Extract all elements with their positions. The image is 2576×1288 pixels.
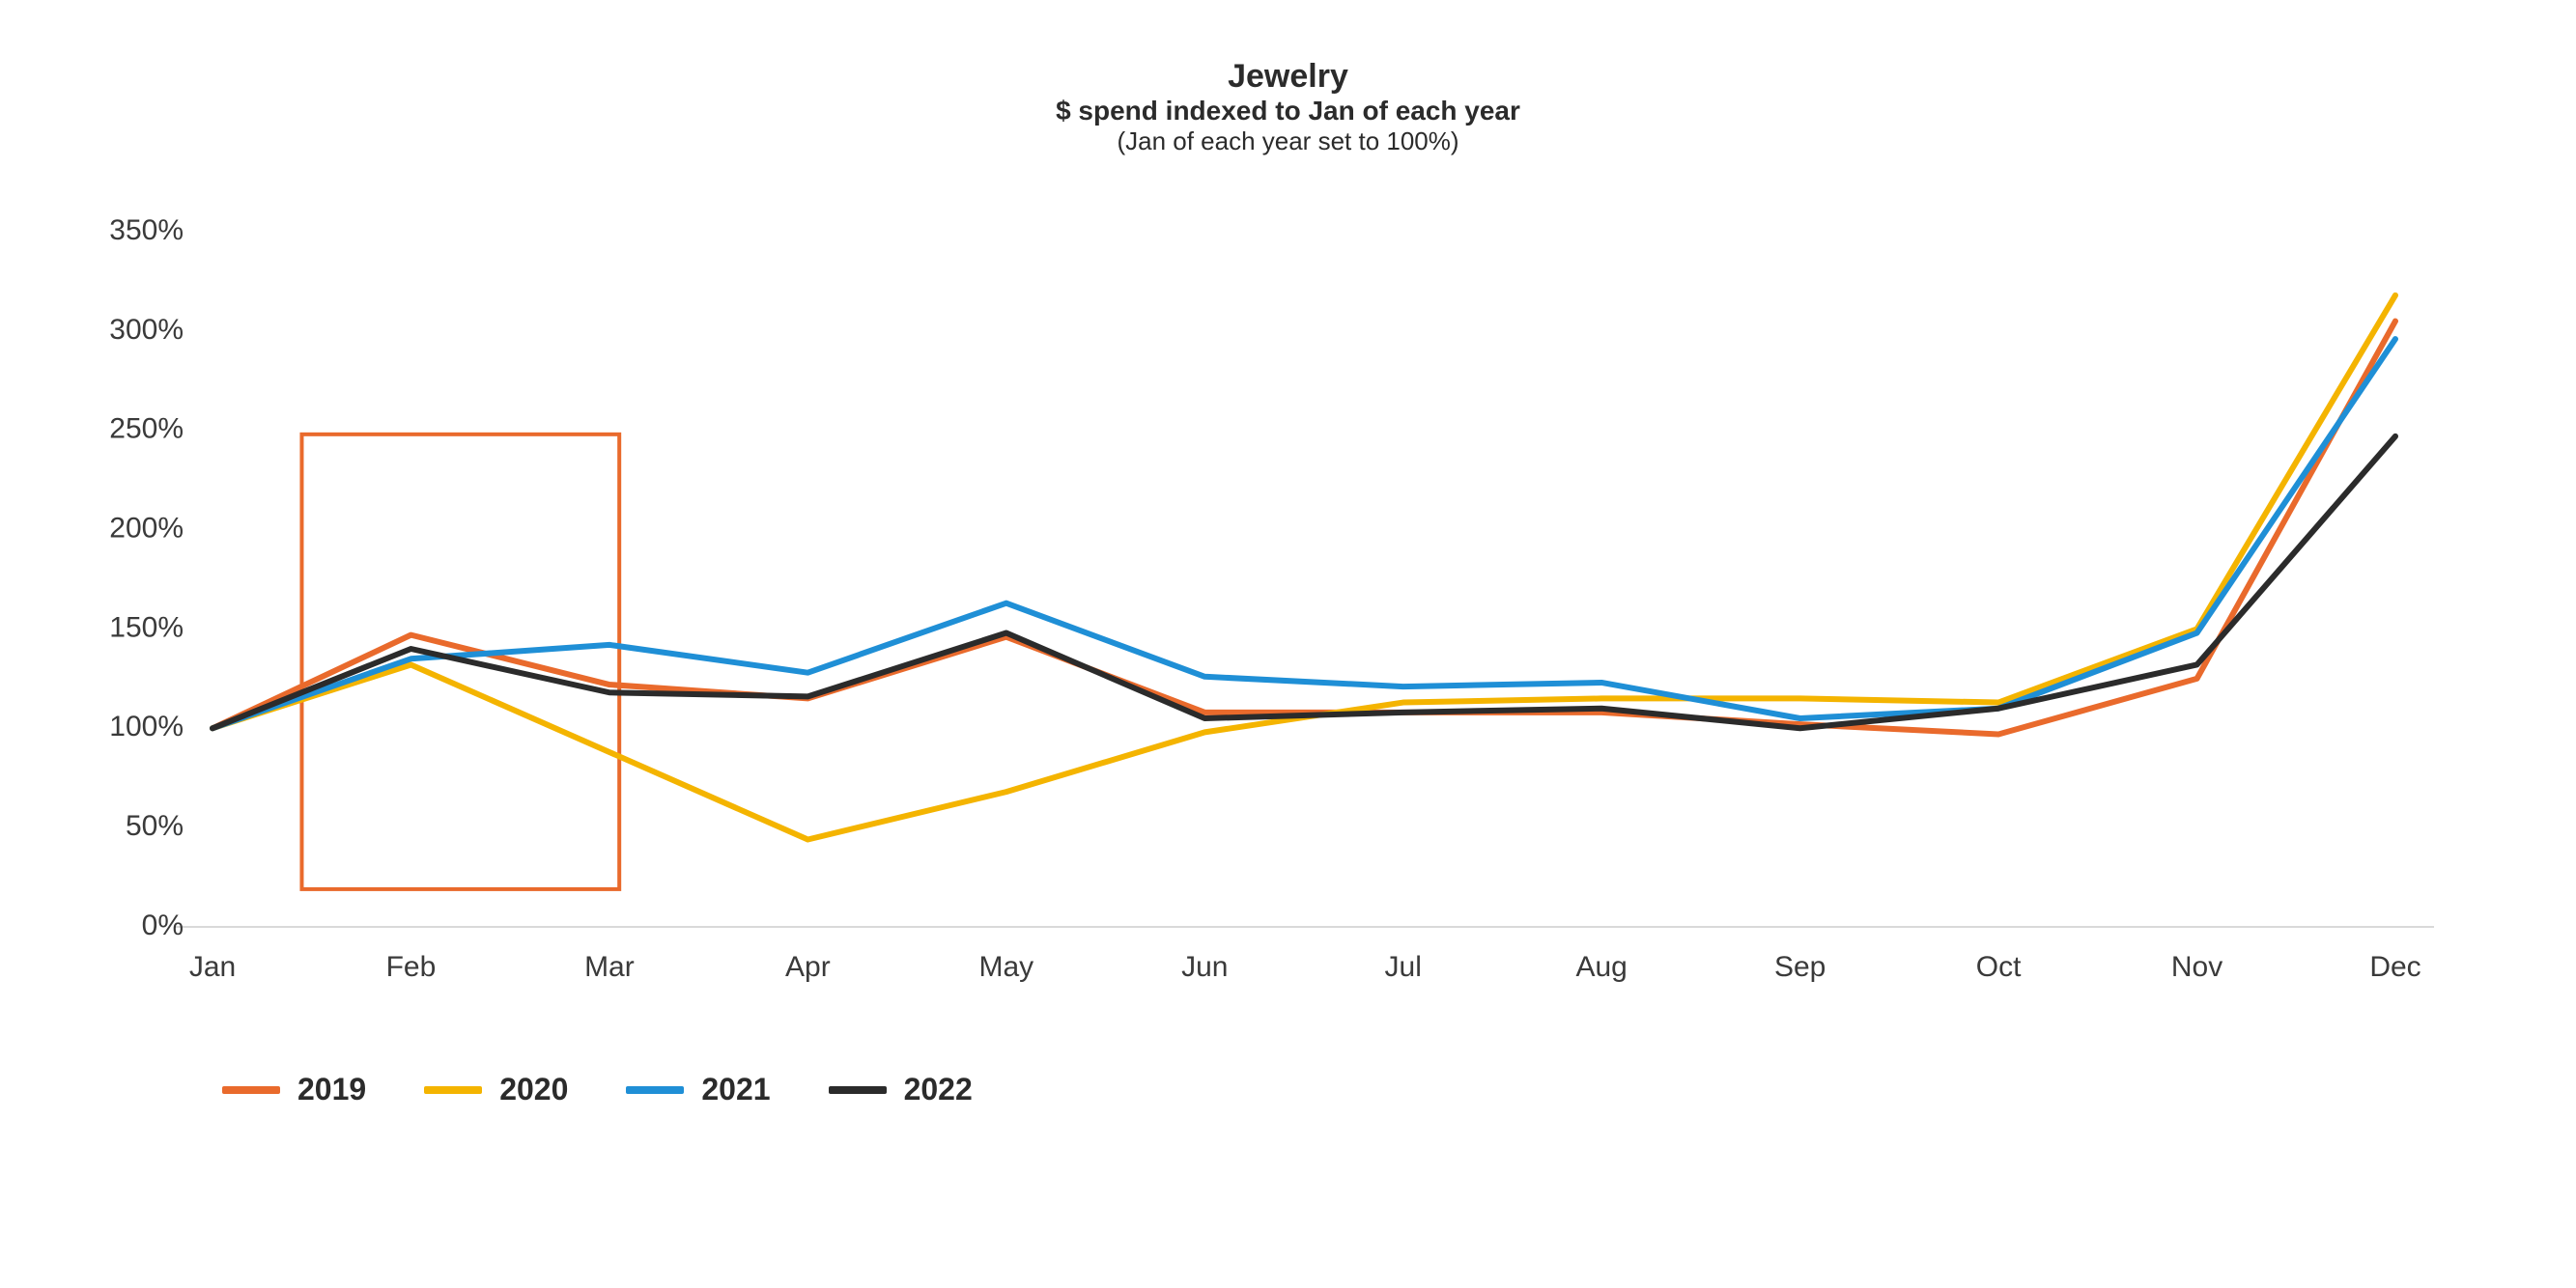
legend-item-2021: 2021 [626, 1072, 770, 1107]
legend-item-2022: 2022 [829, 1072, 973, 1107]
chart-title: Jewelry [0, 58, 2576, 96]
legend-label: 2022 [904, 1072, 973, 1107]
jewelry-spend-chart: Jewelry $ spend indexed to Jan of each y… [0, 0, 2576, 1288]
chart-legend: 2019 2020 2021 2022 [222, 1072, 973, 1107]
y-tick-label: 0% [142, 910, 184, 941]
legend-item-2020: 2020 [424, 1072, 568, 1107]
x-tick-label: Aug [1575, 951, 1627, 983]
y-tick-label: 250% [109, 413, 184, 445]
chart-subnote: (Jan of each year set to 100%) [0, 126, 2576, 156]
legend-label: 2020 [499, 1072, 568, 1107]
series-line-2020 [212, 295, 2395, 840]
y-tick-label: 50% [126, 810, 184, 842]
y-tick-label: 300% [109, 314, 184, 346]
chart-subtitle: $ spend indexed to Jan of each year [0, 96, 2576, 126]
y-tick-label: 350% [109, 214, 184, 246]
x-tick-label: May [978, 951, 1033, 983]
y-tick-label: 150% [109, 611, 184, 643]
legend-label: 2021 [701, 1072, 770, 1107]
legend-swatch [829, 1086, 887, 1094]
x-tick-label: Jul [1385, 951, 1422, 983]
y-tick-label: 100% [109, 711, 184, 742]
legend-swatch [424, 1086, 482, 1094]
x-tick-label: Mar [584, 951, 635, 983]
x-tick-label: Feb [386, 951, 437, 983]
chart-titles: Jewelry $ spend indexed to Jan of each y… [0, 58, 2576, 156]
x-tick-label: Sep [1774, 951, 1826, 983]
legend-swatch [626, 1086, 684, 1094]
x-tick-label: Dec [2369, 951, 2420, 983]
x-tick-label: Oct [1976, 951, 2022, 983]
legend-label: 2019 [297, 1072, 366, 1107]
y-tick-label: 200% [109, 512, 184, 544]
x-tick-label: Apr [785, 951, 831, 983]
legend-swatch [222, 1086, 280, 1094]
series-line-2019 [212, 322, 2395, 735]
legend-item-2019: 2019 [222, 1072, 366, 1107]
x-tick-label: Nov [2171, 951, 2222, 983]
x-tick-label: Jan [189, 951, 236, 983]
x-tick-label: Jun [1181, 951, 1228, 983]
